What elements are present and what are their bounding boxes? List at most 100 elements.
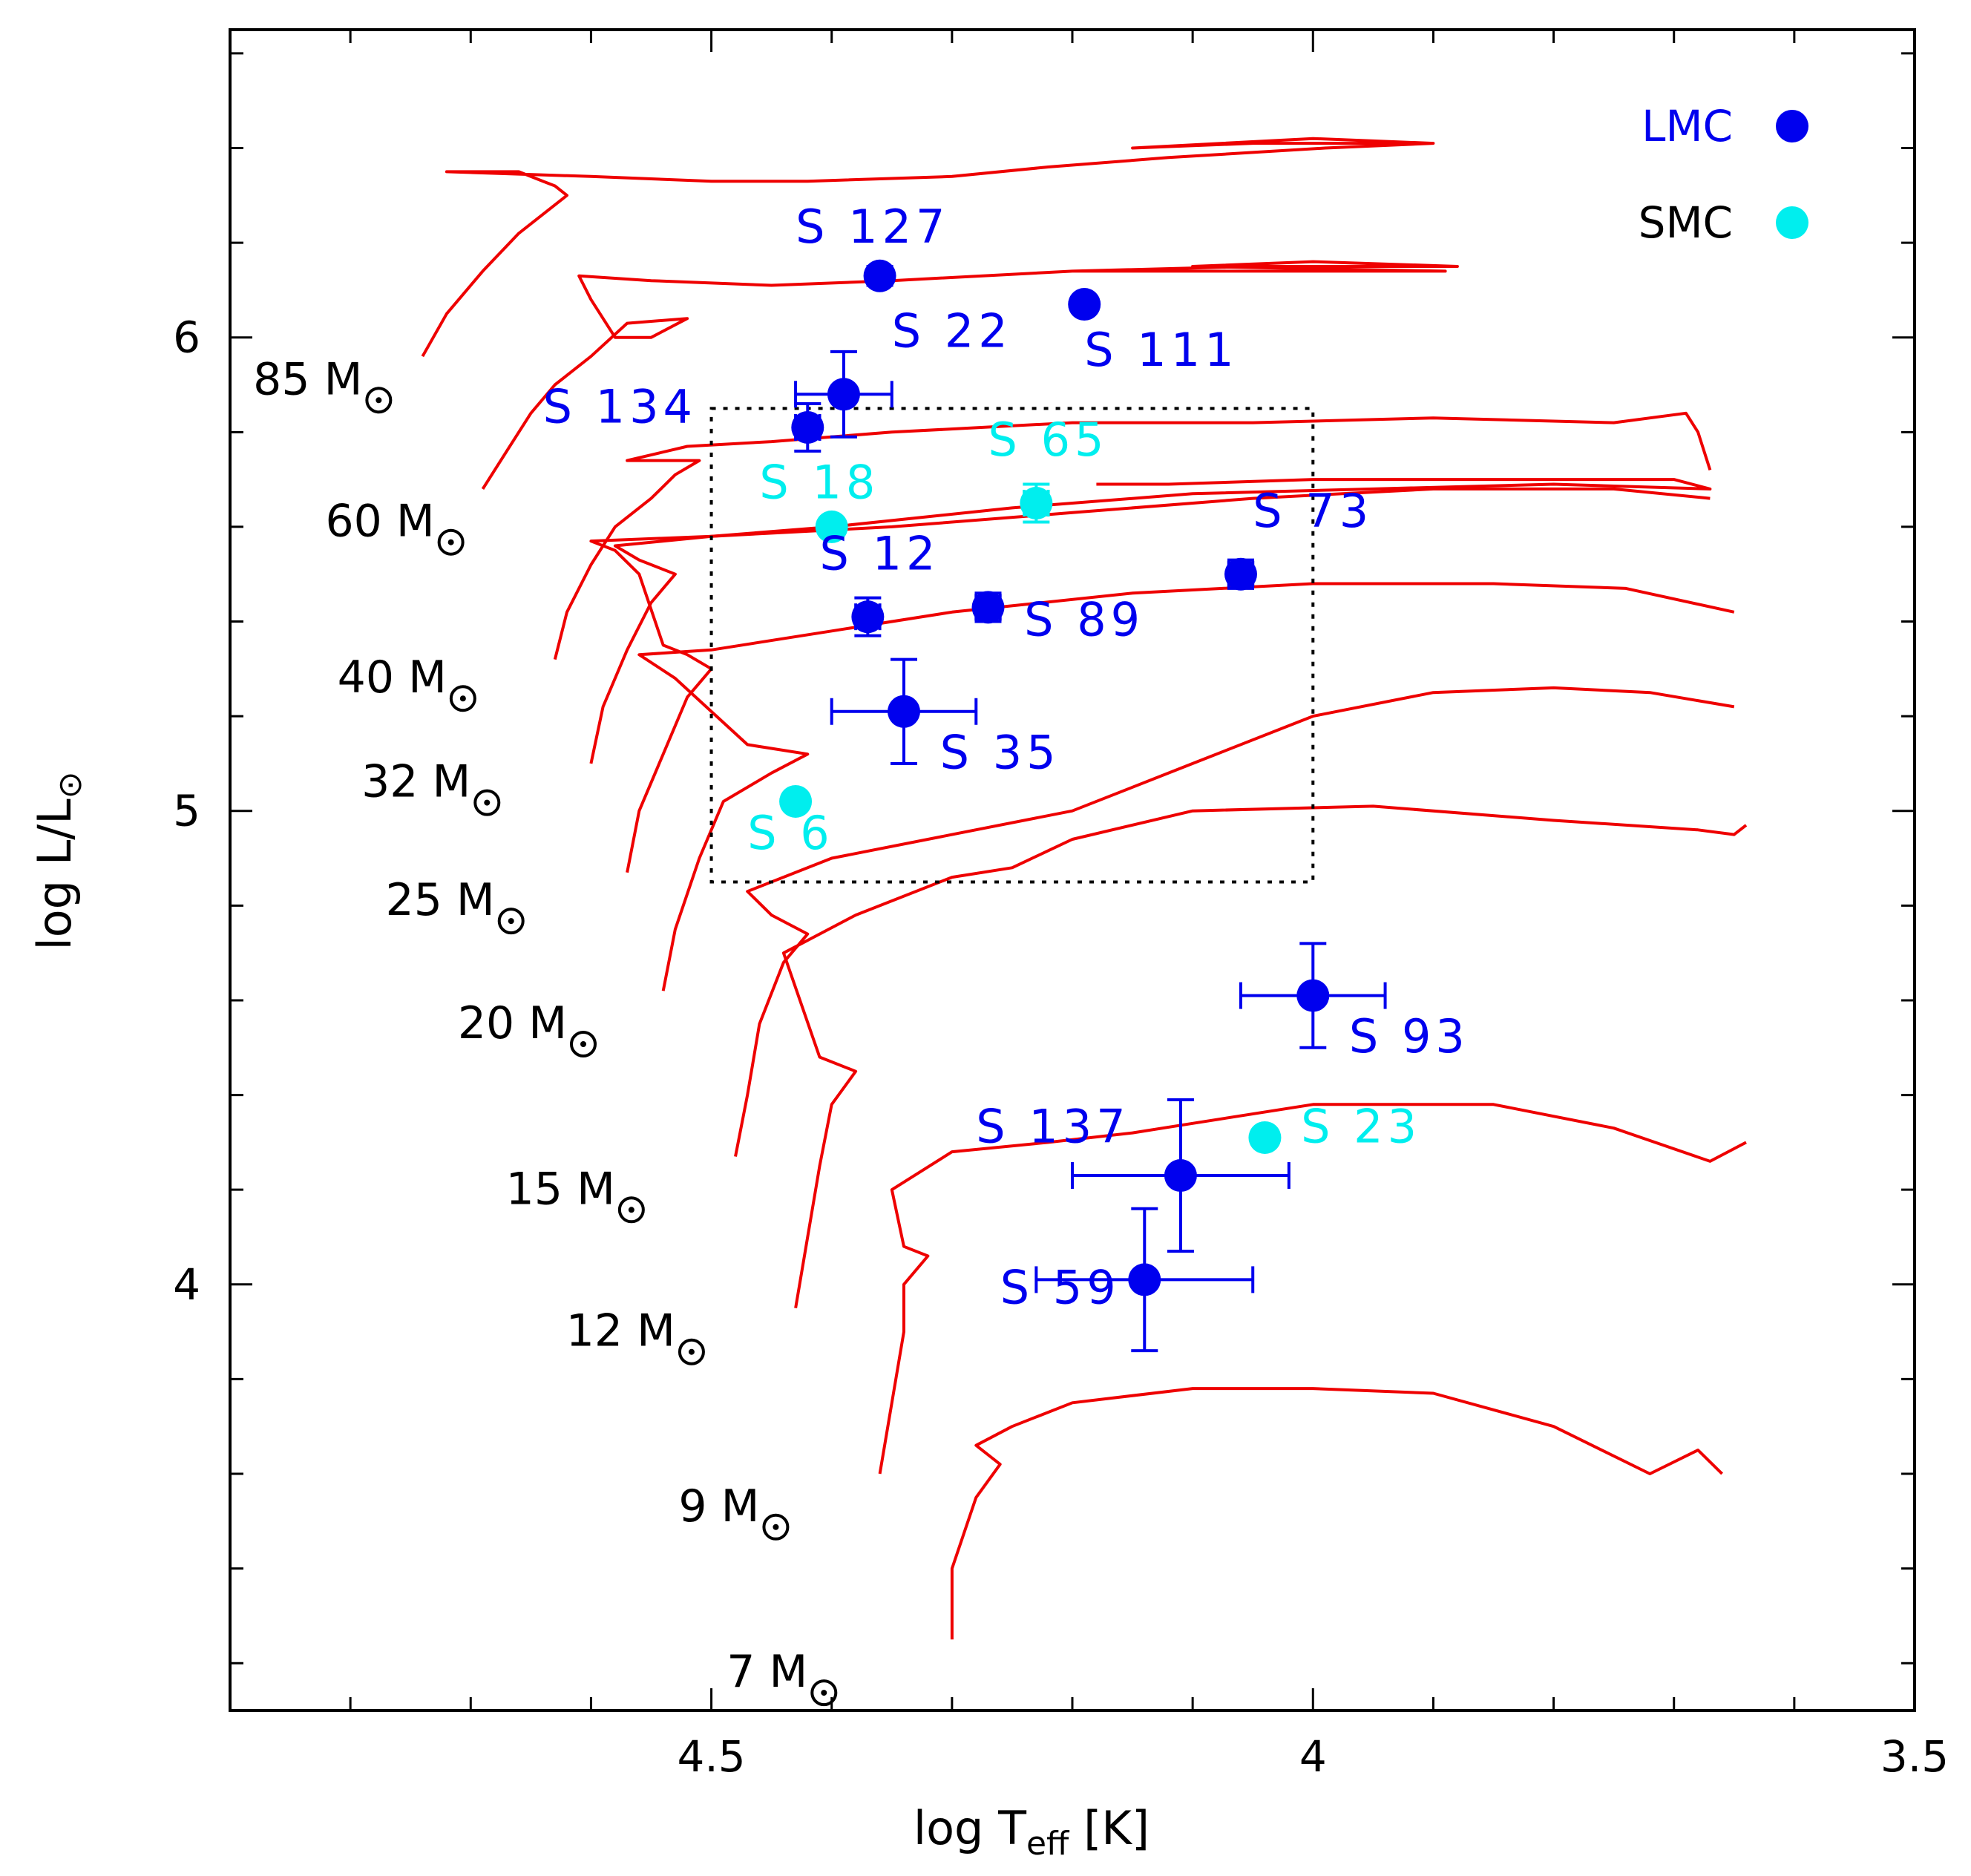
star-marker xyxy=(971,591,1005,624)
track-9m xyxy=(878,1103,1747,1475)
sun-symbol-dot xyxy=(773,1524,779,1530)
star-label-s73: S 73 xyxy=(1253,484,1373,538)
star-label-s111: S 111 xyxy=(1084,323,1238,377)
y-axis-label-sub: ⊙ xyxy=(51,771,89,798)
evolutionary-tracks xyxy=(421,137,1748,1640)
sun-symbol-icon xyxy=(437,528,465,556)
y-tick-label: 6 xyxy=(173,312,200,363)
star-label-s127: S 127 xyxy=(796,200,949,254)
star-marker xyxy=(827,378,860,411)
track-32m xyxy=(589,478,1712,764)
sun-symbol-dot xyxy=(688,1348,695,1355)
star-s22 xyxy=(794,350,893,439)
legend: LMC SMC xyxy=(1639,101,1808,248)
star-points xyxy=(779,259,1387,1353)
x-tick-label: 4.5 xyxy=(677,1731,745,1782)
star-s73 xyxy=(1224,557,1257,591)
mass-label-12m: 12 M xyxy=(566,1305,675,1357)
dotted-box xyxy=(709,407,1315,884)
legend-label-smc: SMC xyxy=(1639,197,1733,248)
sun-symbol-dot xyxy=(580,1041,586,1047)
sun-symbol-dot xyxy=(508,918,514,925)
star-label-s6: S 6 xyxy=(747,806,834,860)
sun-symbol-dot xyxy=(484,799,491,806)
star-s134 xyxy=(791,402,824,453)
legend-marker-smc xyxy=(1776,206,1808,239)
star-marker xyxy=(779,784,813,818)
mass-label-32m: 32 M xyxy=(361,756,470,808)
y-axis-label-main: log L/L xyxy=(27,798,82,951)
sun-symbol-icon xyxy=(497,908,525,935)
x-tick-label: 4 xyxy=(1299,1731,1327,1782)
track-85m xyxy=(421,137,1435,358)
mass-label-9m: 9 M xyxy=(678,1480,759,1532)
sun-symbol-icon xyxy=(810,1679,838,1707)
sun-symbol-icon xyxy=(762,1513,790,1541)
star-label-s93: S 93 xyxy=(1349,1009,1469,1063)
x-axis-label-sub: eff xyxy=(1026,1825,1070,1863)
selection-box xyxy=(709,407,1315,884)
star-marker xyxy=(851,600,885,634)
mass-label-60m: 60 M xyxy=(325,496,434,548)
star-s65 xyxy=(1020,482,1053,524)
star-label-s59: S 59 xyxy=(1000,1260,1121,1314)
star-s111 xyxy=(1068,288,1101,321)
star-label-s12: S 12 xyxy=(820,526,940,580)
star-s6 xyxy=(779,784,813,818)
x-axis-label: log Teff [K] xyxy=(914,1801,1150,1863)
plot-frame xyxy=(229,28,1916,1712)
star-label-s137: S 137 xyxy=(976,1099,1129,1153)
sun-symbol-dot xyxy=(375,397,382,404)
star-label-s65: S 65 xyxy=(988,413,1109,467)
star-marker xyxy=(1296,979,1330,1012)
legend-label-lmc: LMC xyxy=(1642,101,1733,151)
star-s137 xyxy=(1071,1098,1291,1253)
x-axis-label-unit: [K] xyxy=(1069,1801,1150,1855)
legend-marker-lmc xyxy=(1776,110,1808,142)
star-marker xyxy=(1128,1263,1161,1296)
mass-label-25m: 25 M xyxy=(386,874,495,926)
track-12m xyxy=(781,804,1748,1309)
star-marker xyxy=(888,695,920,728)
mass-label-15m: 15 M xyxy=(506,1163,615,1215)
star-s127 xyxy=(863,259,896,292)
star-marker xyxy=(1248,1121,1282,1154)
star-labels: S 127 S 111 S 22 S 134 S 18 S 65 S 73 S 12 S 89 S… xyxy=(543,200,1469,1314)
star-s23 xyxy=(1248,1121,1282,1154)
star-marker xyxy=(815,510,848,543)
y-tick-label: 5 xyxy=(173,786,200,836)
x-tick-label: 3.5 xyxy=(1880,1731,1949,1782)
star-marker xyxy=(863,259,896,292)
star-marker xyxy=(1224,557,1257,591)
track-7m xyxy=(950,1387,1724,1640)
y-axis-label: log L/L⊙ xyxy=(27,771,89,950)
star-label-s22: S 22 xyxy=(892,304,1012,358)
star-s18 xyxy=(815,510,848,543)
track-60m xyxy=(481,260,1459,490)
mass-label-40m: 40 M xyxy=(338,652,447,704)
track-20m xyxy=(637,582,1735,991)
y-tick-label: 4 xyxy=(173,1259,200,1310)
sun-symbol-icon xyxy=(570,1031,597,1057)
track-25m xyxy=(589,487,1711,873)
star-label-s89: S 89 xyxy=(1024,593,1144,647)
mass-label-20m: 20 M xyxy=(458,997,567,1049)
star-label-s134: S 134 xyxy=(543,380,697,434)
sun-symbol-dot xyxy=(628,1207,634,1213)
sun-symbol-icon xyxy=(449,685,476,712)
sun-symbol-dot xyxy=(459,695,466,702)
star-s35 xyxy=(830,657,978,765)
sun-symbol-dot xyxy=(447,539,454,545)
sun-symbol-icon xyxy=(678,1338,705,1365)
star-marker xyxy=(1020,487,1053,520)
sun-symbol-icon xyxy=(617,1196,645,1224)
sun-symbol-dot xyxy=(821,1690,827,1696)
axis-ticks: 4.5 4 3.5 4 5 6 xyxy=(173,30,1949,1782)
star-s59 xyxy=(1034,1207,1255,1353)
star-marker xyxy=(1164,1159,1197,1193)
sun-symbol-icon xyxy=(473,789,501,816)
star-s93 xyxy=(1239,942,1387,1049)
mass-label-7m: 7 M xyxy=(727,1646,807,1698)
track-15m xyxy=(734,686,1735,1157)
